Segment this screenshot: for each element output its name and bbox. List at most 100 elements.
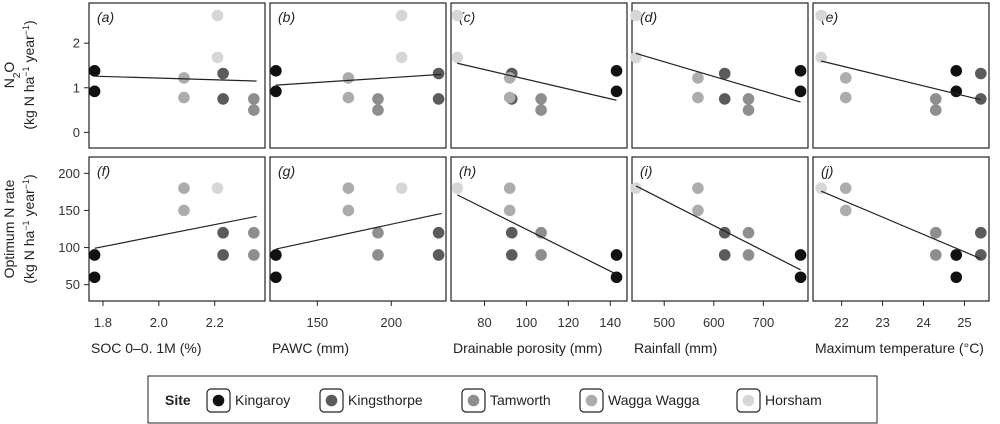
data-point <box>815 9 827 22</box>
data-point <box>975 93 987 105</box>
y-axis-label-n2o: N2O <box>1 62 23 89</box>
data-point <box>503 204 516 217</box>
data-point <box>742 93 755 105</box>
trend-line <box>94 215 257 249</box>
trend-line <box>275 212 442 250</box>
trend-line <box>275 73 442 86</box>
data-point <box>630 9 642 22</box>
data-point <box>178 72 190 84</box>
data-point <box>211 51 224 64</box>
panel-frame <box>812 156 990 302</box>
panel-label: (d) <box>640 9 657 25</box>
data-point <box>610 271 623 284</box>
data-point <box>178 91 190 104</box>
panel-label: (f) <box>97 163 110 179</box>
x-tick-label: 2.0 <box>150 315 168 330</box>
data-point <box>372 249 384 261</box>
data-point <box>718 249 731 261</box>
data-point <box>342 72 355 84</box>
panel-label: (c) <box>459 9 475 25</box>
data-point <box>270 271 282 284</box>
x-tick-label: 80 <box>477 315 491 330</box>
y-tick-label: 200 <box>58 166 80 181</box>
legend-marker <box>585 394 598 407</box>
y-axis-label-n2o-units: (kg N ha−1 year−1) <box>21 20 37 129</box>
data-point <box>630 51 642 64</box>
y-tick-label: 100 <box>58 240 80 255</box>
data-point <box>270 249 282 261</box>
legend-label: Wagga Wagga <box>608 392 700 408</box>
data-point <box>929 104 942 116</box>
data-point <box>505 226 518 239</box>
panel-i: 500 600 700 (i) <box>630 156 809 330</box>
legend-label: Tamworth <box>490 392 551 408</box>
data-point <box>395 9 408 22</box>
data-point <box>88 65 101 77</box>
panel-a: 0 1 2 (a) <box>73 2 266 149</box>
data-point <box>342 182 355 194</box>
panel-frame <box>812 2 990 149</box>
data-point <box>270 85 282 98</box>
data-point <box>742 249 755 261</box>
data-point <box>794 249 807 261</box>
legend-label: Horsham <box>765 392 822 408</box>
legend-label: Kingsthorpe <box>348 392 423 408</box>
x-tick-label: 120 <box>557 315 579 330</box>
data-point <box>88 85 101 98</box>
data-point <box>610 249 623 261</box>
x-tick-label: 1.8 <box>94 315 112 330</box>
data-point <box>610 85 623 98</box>
data-point <box>929 249 942 261</box>
panel-g: 150 200 (g) <box>269 156 447 330</box>
panel-frame <box>269 156 447 302</box>
data-point <box>395 182 408 194</box>
panel-label: (a) <box>97 9 114 25</box>
legend-entry: Horsham <box>736 388 822 413</box>
x-axis-label: SOC 0–0. 1M (%) <box>91 340 201 356</box>
data-point <box>815 51 827 64</box>
x-tick-label: 25 <box>957 315 971 330</box>
data-point <box>630 182 642 194</box>
legend-marker <box>325 394 338 407</box>
data-point <box>839 72 852 84</box>
trend-line <box>821 60 981 101</box>
x-axis-labels: SOC 0–0. 1M (%) PAWC (mm) Drainable porosi… <box>91 340 984 356</box>
data-point <box>535 249 547 261</box>
data-point <box>839 182 852 194</box>
data-point <box>692 182 704 194</box>
panel-c: (c) <box>450 2 628 149</box>
y-tick-label: 50 <box>66 277 80 292</box>
data-point <box>950 271 963 284</box>
data-point <box>692 204 704 217</box>
data-point <box>248 104 260 116</box>
legend-entry: Kingsthorpe <box>319 388 423 413</box>
y-axis-label-optimum-n: Optimum N rate <box>1 179 17 278</box>
x-tick-label: 500 <box>653 315 675 330</box>
data-point <box>692 72 704 84</box>
data-point <box>742 104 755 116</box>
data-point <box>503 91 516 104</box>
data-point <box>742 226 755 239</box>
legend-marker <box>212 394 225 407</box>
y-tick-label: 1 <box>73 80 80 95</box>
data-point <box>794 85 807 98</box>
data-point <box>211 182 224 194</box>
x-tick-label: 600 <box>703 315 725 330</box>
data-point <box>217 226 229 239</box>
data-point <box>248 226 260 239</box>
panel-label: (g) <box>278 163 295 179</box>
data-point <box>395 51 408 64</box>
panel-e: (e) <box>812 2 990 149</box>
data-point <box>794 271 807 284</box>
panel-frame <box>88 156 266 302</box>
data-point <box>975 249 987 261</box>
panels: 0 1 2 (a) (b) (c) (d) (e) 50 100 150 200 1.8 2.0 2.2 (f… <box>58 2 990 330</box>
x-tick-label: 23 <box>875 315 889 330</box>
legend-title: Site <box>165 392 191 408</box>
data-point <box>950 249 963 261</box>
data-point <box>692 91 704 104</box>
x-tick-label: 200 <box>380 315 402 330</box>
data-point <box>929 93 942 105</box>
data-point <box>503 182 516 194</box>
